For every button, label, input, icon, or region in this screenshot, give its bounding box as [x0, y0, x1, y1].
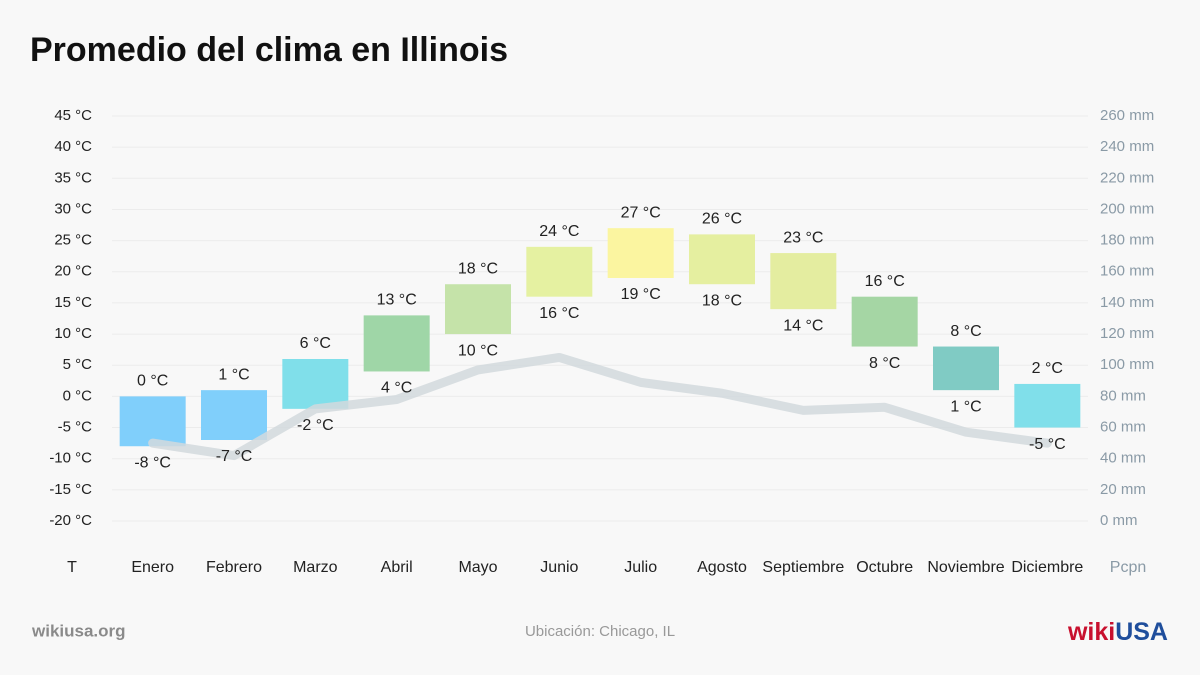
max-label: 6 °C — [300, 335, 331, 352]
min-label: 14 °C — [783, 317, 823, 334]
site-name: wikiusa.org — [31, 621, 126, 640]
x-tick-label: Julio — [624, 559, 657, 576]
x-tick-label: Abril — [381, 559, 413, 576]
y-tick-label: 25 °C — [54, 232, 92, 249]
min-label: 16 °C — [539, 305, 579, 322]
bar — [282, 359, 349, 409]
min-label: 19 °C — [621, 286, 661, 303]
x-tick-label: Agosto — [697, 559, 747, 576]
y2-tick-label: 20 mm — [1100, 481, 1146, 498]
min-label: -7 °C — [216, 448, 253, 465]
min-label: -5 °C — [1029, 436, 1066, 453]
y-tick-label: -10 °C — [49, 450, 92, 467]
max-label: 24 °C — [539, 223, 579, 240]
y2-tick-label: 100 mm — [1100, 356, 1154, 373]
x-tick-label: Febrero — [206, 559, 262, 576]
location: Ubicación: Chicago, IL — [525, 623, 675, 640]
precipitation-line — [148, 352, 1052, 461]
max-label: 23 °C — [783, 229, 823, 246]
y2-tick-label: 180 mm — [1100, 232, 1154, 249]
y2-tick-label: 0 mm — [1100, 512, 1138, 529]
y2-axis-label: Pcpn — [1110, 559, 1146, 576]
x-tick-label: Noviembre — [927, 559, 1004, 576]
max-label: 26 °C — [702, 211, 742, 228]
bar — [363, 315, 430, 372]
y-tick-label: 15 °C — [54, 294, 92, 311]
y2-tick-label: 260 mm — [1100, 107, 1154, 124]
y2-tick-label: 160 mm — [1100, 263, 1154, 280]
x-tick-label: Marzo — [293, 559, 338, 576]
y-tick-label: 35 °C — [54, 169, 92, 186]
y-tick-label: 20 °C — [54, 263, 92, 280]
max-label: 2 °C — [1032, 360, 1063, 377]
y-tick-label: 10 °C — [54, 325, 92, 342]
chart-title: Promedio del clima en Illinois — [30, 31, 508, 69]
min-label: 4 °C — [381, 380, 412, 397]
y-tick-label: 45 °C — [54, 107, 92, 124]
bar — [526, 246, 593, 297]
bar — [607, 228, 674, 278]
bar — [1014, 383, 1081, 428]
x-tick-label: Septiembre — [762, 559, 844, 576]
max-label: 1 °C — [218, 366, 249, 383]
min-label: 10 °C — [458, 342, 498, 359]
y2-tick-label: 220 mm — [1100, 169, 1154, 186]
y-tick-label: 30 °C — [54, 200, 92, 217]
y-tick-label: 0 °C — [63, 387, 93, 404]
max-label: 16 °C — [865, 273, 905, 290]
logo: wikiUSA — [1067, 618, 1168, 646]
y2-tick-label: 200 mm — [1100, 200, 1154, 217]
bar — [689, 234, 755, 285]
y2-tick-label: 60 mm — [1100, 419, 1146, 436]
y2-tick-label: 140 mm — [1100, 294, 1154, 311]
max-label: 0 °C — [137, 373, 168, 390]
min-label: -2 °C — [297, 417, 334, 434]
min-label: -8 °C — [134, 454, 171, 471]
max-label: 18 °C — [458, 260, 498, 277]
y-tick-label: -15 °C — [49, 481, 92, 498]
max-label: 27 °C — [621, 204, 661, 221]
x-tick-label: Enero — [131, 559, 174, 576]
min-label: 8 °C — [869, 355, 900, 372]
bar — [445, 284, 511, 335]
x-tick-label: Octubre — [856, 559, 913, 576]
x-tick-label: Junio — [540, 559, 578, 576]
bar — [201, 390, 267, 440]
y-tick-label: 5 °C — [63, 356, 93, 373]
bar — [770, 253, 837, 310]
y2-tick-label: 120 mm — [1100, 325, 1154, 342]
y2-tick-label: 80 mm — [1100, 387, 1146, 404]
y-tick-label: -20 °C — [49, 512, 92, 529]
y2-tick-label: 240 mm — [1100, 138, 1154, 155]
max-label: 13 °C — [377, 292, 417, 309]
min-label: 1 °C — [950, 398, 981, 415]
min-label: 18 °C — [702, 292, 742, 309]
y2-tick-label: 40 mm — [1100, 450, 1146, 467]
x-tick-label: Mayo — [458, 559, 497, 576]
y-axis-label: T — [67, 559, 77, 576]
bar — [119, 396, 186, 447]
bar — [851, 296, 918, 347]
logo-part: USA — [1115, 618, 1168, 646]
bar — [933, 346, 999, 391]
max-label: 8 °C — [950, 323, 981, 340]
y-tick-label: 40 °C — [54, 138, 92, 155]
x-tick-label: Diciembre — [1011, 559, 1083, 576]
y-tick-label: -5 °C — [58, 419, 93, 436]
logo-part: wiki — [1067, 618, 1115, 646]
